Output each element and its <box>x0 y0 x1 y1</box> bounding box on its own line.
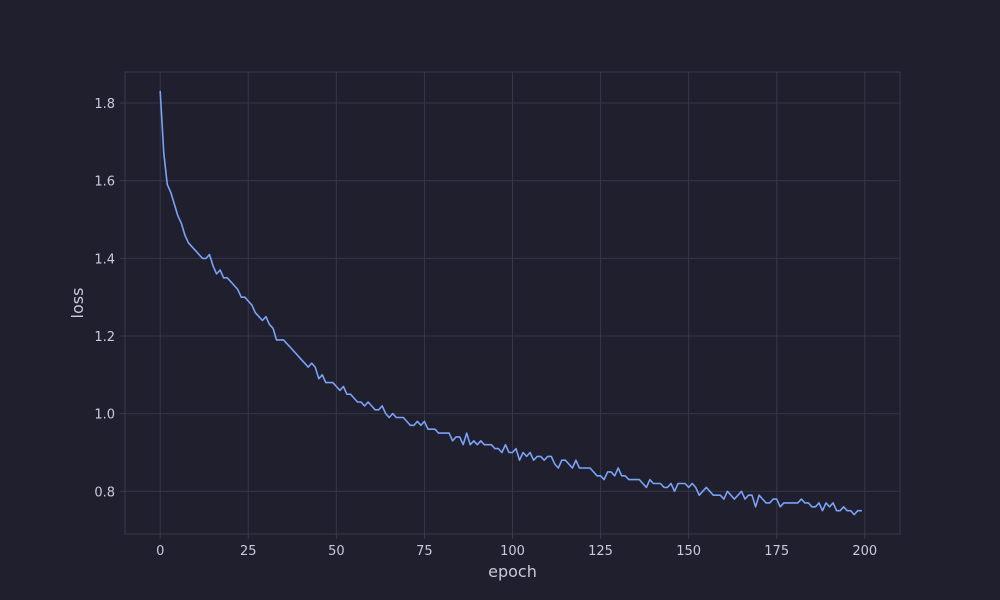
series-layer <box>159 90 863 516</box>
y-tick-label: 1.6 <box>94 175 115 190</box>
y-axis-label: loss <box>68 288 87 319</box>
x-tick-label: 0 <box>156 544 164 559</box>
y-tick-label: 1.0 <box>94 408 115 423</box>
x-tick-label: 25 <box>240 544 257 559</box>
tick-labels: 0 25 50 75 100 125 150 175 200 0.8 1.0 1.2 1.4 1.6 1.8 <box>94 97 877 559</box>
x-tick-label: 100 <box>500 544 525 559</box>
loss-series-line <box>159 90 863 516</box>
grid-lines <box>125 72 900 534</box>
y-tick-label: 1.2 <box>94 330 115 345</box>
x-tick-label: 75 <box>416 544 433 559</box>
x-tick-label: 200 <box>852 544 877 559</box>
x-tick-label: 150 <box>676 544 701 559</box>
y-tick-label: 0.8 <box>94 485 115 500</box>
axis-ticks <box>120 102 866 539</box>
x-tick-label: 175 <box>764 544 789 559</box>
y-tick-label: 1.4 <box>94 252 115 267</box>
x-tick-label: 125 <box>588 544 613 559</box>
y-tick-label: 1.8 <box>94 97 115 112</box>
x-axis-label: epoch <box>488 562 537 581</box>
x-tick-label: 50 <box>328 544 345 559</box>
